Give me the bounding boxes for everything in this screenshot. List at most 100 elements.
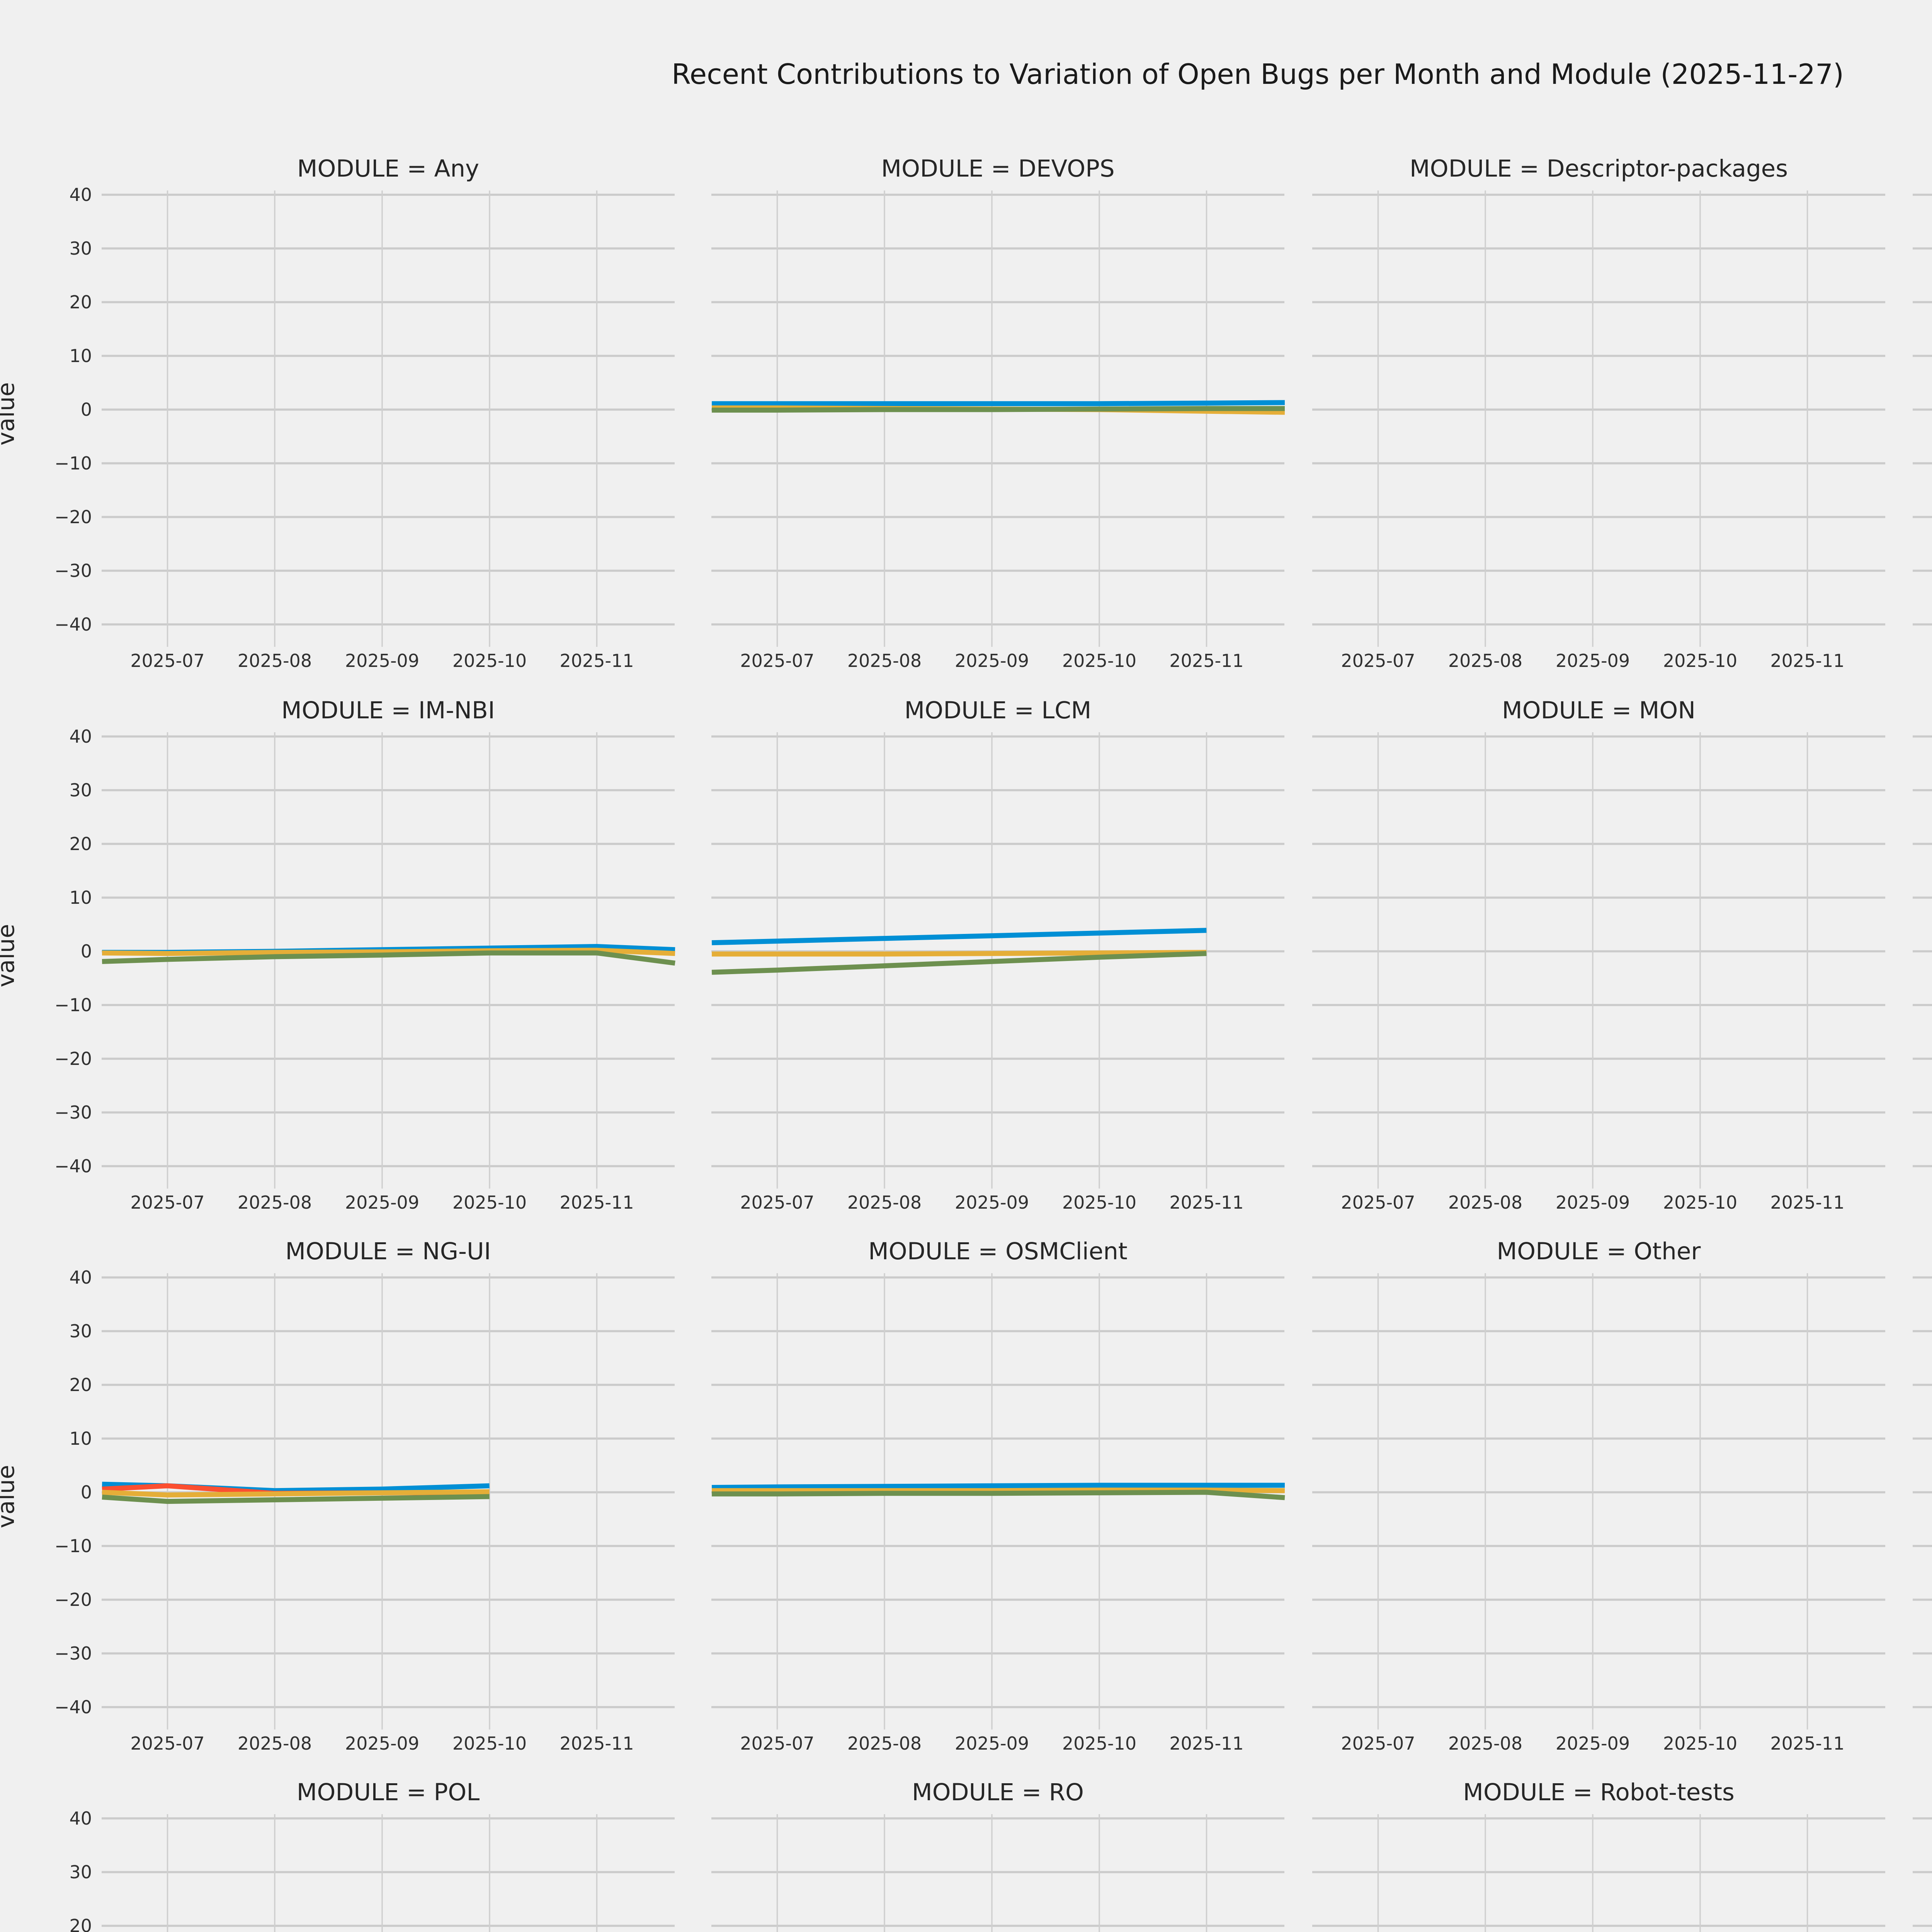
x-tick-label: 2025-09	[954, 1733, 1029, 1754]
y-tick-label: 40	[69, 1808, 92, 1829]
facet-plot-area	[1913, 194, 1932, 626]
chart-title: Recent Contributions to Variation of Ope…	[672, 58, 1844, 90]
facet-plot-area	[102, 1814, 675, 1932]
facet-title: MODULE = Descriptor-packages	[1410, 155, 1788, 182]
x-tick-label: 2025-11	[1169, 650, 1244, 671]
facet-panel-other: MODULE = Other 2025-07 2025-08 2025-09 2025-…	[1312, 1238, 1885, 1754]
facet-plot-area	[1913, 1817, 1932, 1927]
x-tick-label: 2025-11	[1169, 1192, 1244, 1213]
facet-title: MODULE = Any	[297, 155, 480, 182]
series-line-closed	[712, 406, 1285, 413]
facet-plot-area	[711, 190, 1285, 647]
x-tick-label: 2025-07	[1341, 650, 1415, 671]
x-tick-label: 2025-07	[740, 650, 815, 671]
x-tick-label: 2025-07	[1341, 1733, 1415, 1754]
x-tick-label: 2025-09	[1555, 650, 1630, 671]
x-tick-label: 2025-10	[452, 650, 527, 671]
y-tick-label: −10	[54, 995, 92, 1015]
facet-panel-devops: MODULE = DEVOPS 2025-07 2025-08 2025-09 2025…	[711, 155, 1285, 671]
facet-title: MODULE = Other	[1497, 1238, 1701, 1265]
x-tick-label: 2025-07	[130, 650, 205, 671]
facet-panel-n2vc: MODULE = N2VC2025-072025-082025-092025-1…	[1913, 732, 1932, 1179]
x-tick-label: 2025-10	[1062, 650, 1137, 671]
y-tick-label: 40	[69, 184, 92, 205]
x-tick-label: 2025-10	[452, 1192, 527, 1213]
x-tick-label: 2025-09	[954, 650, 1029, 671]
facet-title: MODULE = OSMClient	[868, 1238, 1128, 1265]
facet-plot-area	[711, 1273, 1285, 1730]
facet-plot-area	[1312, 1273, 1885, 1730]
x-tick-label: 2025-11	[560, 1733, 634, 1754]
x-tick-label: 2025-10	[1663, 1192, 1738, 1213]
facet-plot-area	[711, 732, 1284, 1189]
y-tick-label: −20	[54, 1589, 92, 1610]
x-tick-label: 2025-09	[345, 1192, 420, 1213]
series-line-closed	[711, 951, 1207, 975]
series-line-opened	[712, 1483, 1285, 1490]
x-tick-label: 2025-07	[130, 1733, 205, 1754]
x-tick-label: 2025-07	[1341, 1192, 1415, 1213]
x-tick-label: 2025-10	[1062, 1192, 1137, 1213]
x-tick-label: 2025-08	[237, 1192, 312, 1213]
x-tick-label: 2025-07	[1921, 1192, 1932, 1213]
x-tick-label: 2025-08	[237, 650, 312, 671]
x-tick-label: 2025-09	[345, 1733, 420, 1754]
facet-plot-area	[1913, 1276, 1932, 1708]
x-tick-label: 2025-07	[130, 1192, 205, 1213]
facet-title: MODULE = POL	[296, 1779, 480, 1806]
series-line-false_closed	[712, 950, 1207, 957]
y-tick-label: −30	[54, 1643, 92, 1664]
x-tick-label: 2025-10	[1663, 1733, 1738, 1754]
facet-title: MODULE = RO	[912, 1779, 1084, 1806]
y-tick-label: 10	[69, 887, 92, 908]
x-tick-label: 2025-11	[1770, 650, 1845, 671]
y-axis-label: value	[0, 1465, 20, 1529]
y-tick-label: −10	[54, 1536, 92, 1556]
series-line-false_closed	[102, 947, 675, 956]
x-tick-label: 2025-08	[1448, 650, 1523, 671]
x-tick-label: 2025-11	[560, 1192, 634, 1213]
facet-title: MODULE = IM-NBI	[281, 697, 495, 724]
facet-panel-descriptor-packages: MODULE = Descriptor-packages 2025-07 2025-…	[1312, 155, 1885, 671]
x-tick-label: 2025-08	[1448, 1733, 1523, 1754]
facet-panel-pol: MODULE = POL2025-072025-082025-092025-10…	[69, 1779, 675, 1932]
facet-title: MODULE = Unknown	[1913, 1779, 1932, 1806]
x-tick-label: 2025-10	[1062, 1733, 1137, 1754]
facet-title: MODULE = DEVOPS	[881, 155, 1115, 182]
y-axis-label: value	[0, 1814, 20, 1932]
facet-title: MODULE = Documentation / Wiki	[1913, 155, 1932, 182]
y-tick-label: 10	[69, 1428, 92, 1449]
facet-plot-area	[711, 1814, 1284, 1932]
y-tick-label: −20	[54, 507, 92, 527]
facet-panel-osmclient: MODULE = OSMClient 2025-07 2025-08 2025-09 2…	[711, 1238, 1285, 1754]
facet-plot-area	[1312, 190, 1885, 647]
y-tick-label: 40	[69, 726, 92, 747]
y-tick-label: 30	[69, 780, 92, 801]
y-tick-label: 20	[69, 833, 92, 854]
facet-panel-lcm: MODULE = LCM 2025-07 2025-08 2025-09 2025-10…	[711, 697, 1284, 1213]
y-tick-label: 10	[69, 345, 92, 366]
series-line-closed	[102, 950, 675, 966]
facet-panel-unknown: MODULE = Unknown2025-072025-082025-09202…	[1913, 1814, 1932, 1932]
y-tick-label: 30	[69, 238, 92, 259]
facet-panel-robot-tests: MODULE = Robot-tests2025-072025-082025-0…	[1312, 1779, 1885, 1932]
x-tick-label: 2025-09	[1555, 1733, 1630, 1754]
facet-plot-area	[1312, 1814, 1885, 1932]
facet-title: MODULE = PLA	[1913, 1238, 1932, 1265]
x-tick-label: 2025-07	[1921, 1733, 1932, 1754]
y-tick-label: 40	[69, 1267, 92, 1288]
series-line-closed	[102, 1494, 490, 1504]
x-tick-label: 2025-08	[847, 1733, 922, 1754]
y-tick-label: −30	[54, 1102, 92, 1123]
x-tick-label: 2025-08	[847, 650, 922, 671]
facet-panel-pla: MODULE = PLA2025-072025-082025-092025-10…	[1913, 1273, 1932, 1720]
facet-title: MODULE = MON	[1502, 697, 1696, 724]
facet-title: MODULE = LCM	[904, 697, 1092, 724]
y-tick-label: −40	[54, 1156, 92, 1177]
y-axis-label: value	[0, 382, 20, 446]
y-tick-label: −20	[54, 1048, 92, 1069]
x-tick-label: 2025-07	[740, 1192, 815, 1213]
facet-panel-any: MODULE = Any 2025-07 2025-08 2025-09 2025-10…	[0, 155, 675, 671]
y-tick-label: 0	[80, 941, 92, 962]
